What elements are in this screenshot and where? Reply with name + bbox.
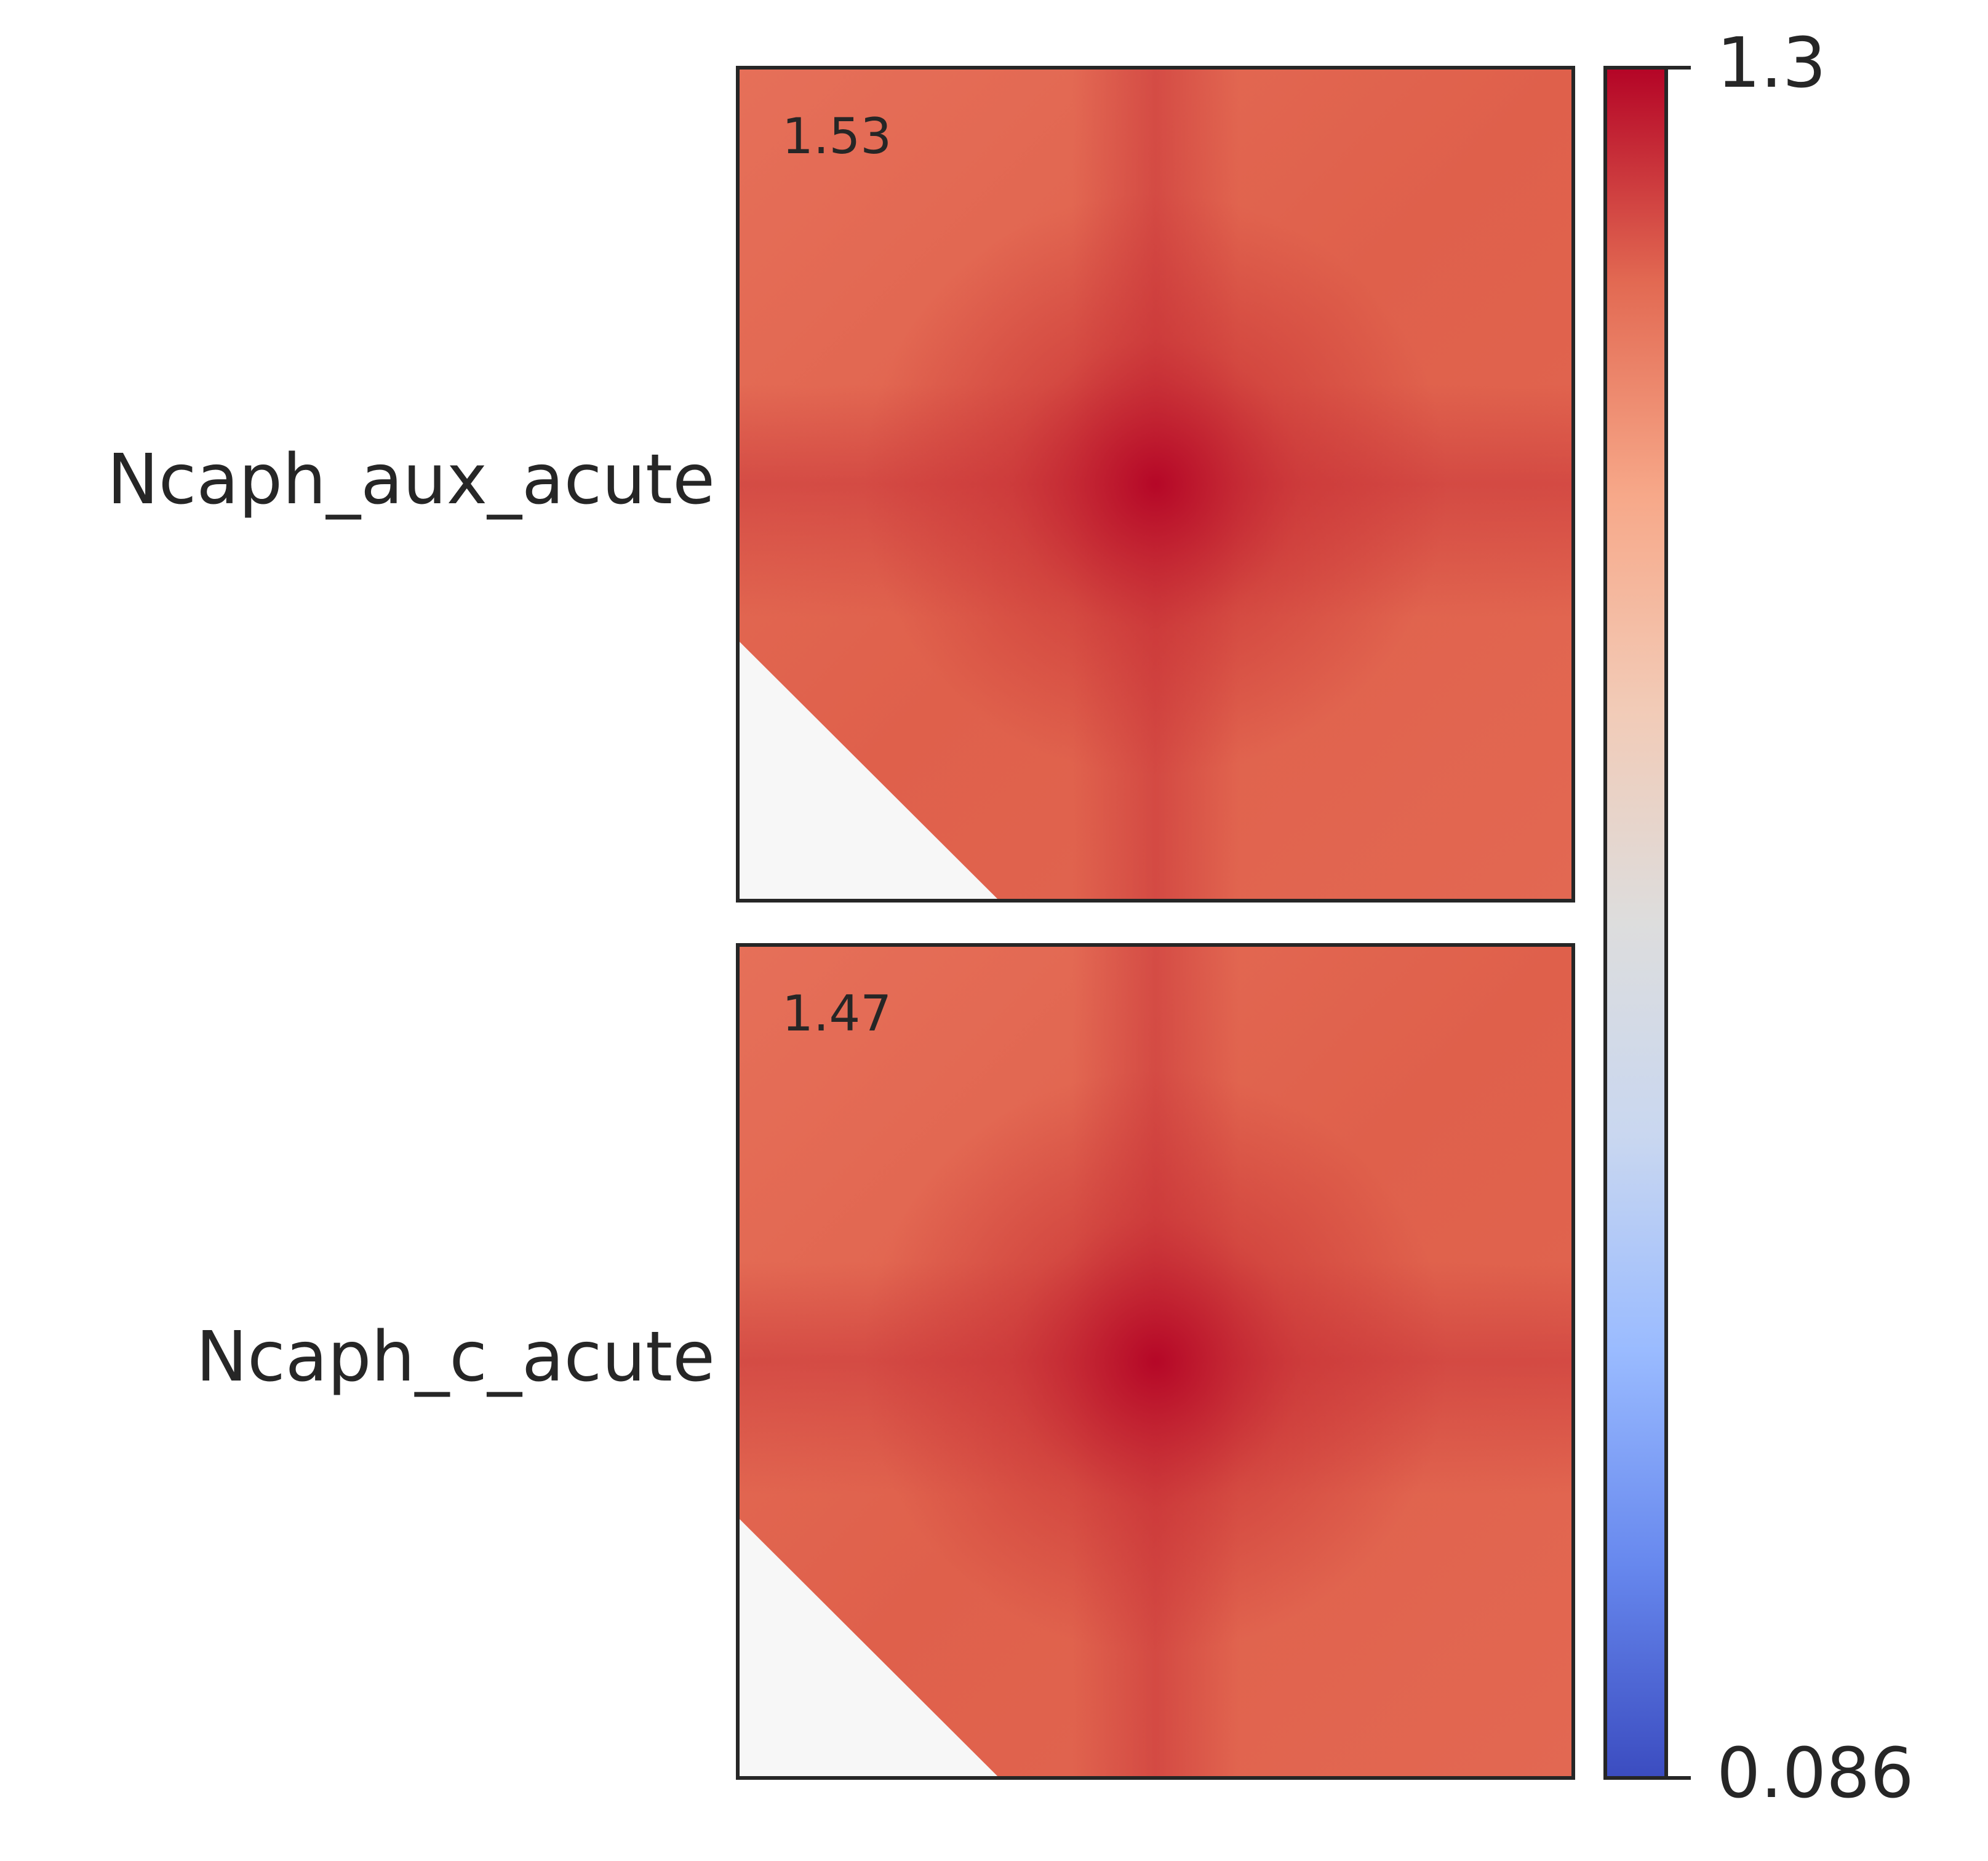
panel-frame: [736, 943, 1575, 1780]
panel-annotation: 1.47: [782, 985, 892, 1042]
colorbar-tick-label: 1.3: [1717, 23, 1826, 103]
heatmap-center: [738, 945, 1573, 1778]
panel-annotation: 1.53: [782, 108, 892, 165]
heatmap-panel: 1.53 Ncaph_aux_acute: [107, 66, 1575, 903]
colorbar-tick-label: 0.086: [1717, 1734, 1914, 1814]
masked-region: [738, 1517, 1000, 1778]
heatmap-panel: 1.47 Ncaph_c_acute: [196, 943, 1575, 1780]
row-label: Ncaph_aux_acute: [107, 440, 715, 520]
colorbar: [1603, 66, 1668, 1780]
panel-frame: [736, 66, 1575, 903]
heatmap-center: [738, 68, 1573, 901]
masked-region: [738, 640, 1000, 901]
row-label: Ncaph_c_acute: [196, 1317, 715, 1397]
